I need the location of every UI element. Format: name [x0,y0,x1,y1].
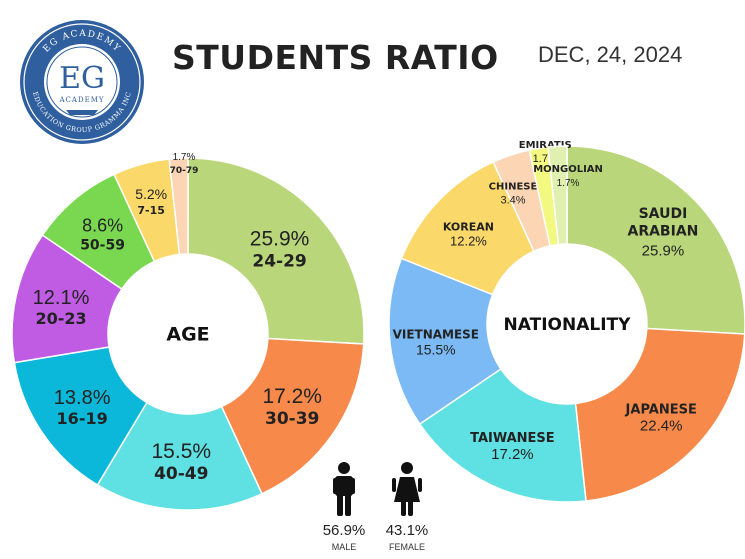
age-center-label: AGE [166,324,209,346]
nationality-pct-label: 15.5% [416,341,456,357]
nationality-slice-7 [547,145,568,246]
nationality-pct-label: 22.4% [640,418,683,435]
age-pct-label: 8.6% [82,215,123,235]
female-icon [392,462,422,516]
nationality-slice-2 [418,367,587,503]
nationality-pct-label: 3.4% [500,194,525,206]
ship-icon [66,110,98,115]
age-category-label: 24-29 [252,251,306,271]
age-category-label: 70-79 [170,166,199,176]
nationality-category-label: TAIWANESE [470,431,555,446]
age-slice-7 [168,157,189,256]
age-category-label: 16-19 [57,409,108,428]
nationality-pct-label: 12.2% [450,233,487,248]
age-pct-label: 5.2% [135,186,167,202]
nationality-center-label: NATIONALITY [504,315,632,335]
age-slice-1 [220,337,365,495]
nationality-pct-label: 17.2% [491,446,534,463]
female-label: FEMALE [388,542,425,552]
nationality-category-label: KOREAN [443,220,494,233]
age-category-label: 20-23 [35,309,86,328]
nationality-slice-1 [574,327,745,502]
male-label: MALE [331,542,357,552]
age-pct-label: 15.5% [152,440,212,463]
page-title: STUDENTS RATIO [172,38,499,77]
age-pct-label: 1.7% [173,152,196,163]
age-pct-label: 13.8% [54,387,111,409]
age-pct-label: 25.9% [250,227,310,250]
nationality-category-label: VIETNAMESE [393,327,479,341]
nationality-category-label: SAUDI ARABIAN [627,206,698,240]
nationality-category-label: MONGOLIAN [533,164,603,175]
nationality-pct-label: 1.7% [557,178,580,189]
logo-academy: ACADEMY [59,96,105,104]
nationality-category-label: JAPANESE [625,403,697,418]
age-category-label: 7-15 [137,204,165,217]
nationality-pct-label: 25.9% [642,243,685,260]
male-percentage: 56.9% [322,522,366,539]
eg-academy-logo: EG ACADEMY EDUCATION GROUP GRAMMA INC EG… [20,20,144,144]
age-category-label: 30-39 [265,409,319,429]
nationality-slice-3 [388,257,502,426]
age-category-label: 40-49 [154,464,208,484]
nationality-category-label: CHINESE [489,181,538,192]
age-slice-2 [96,401,263,511]
age-slice-0 [187,157,365,345]
male-icon [333,462,355,516]
nationality-slice-0 [566,145,745,335]
logo-initials: EG [59,61,105,96]
female-percentage: 43.1% [385,522,429,539]
age-pct-label: 12.1% [33,287,90,309]
age-pct-label: 17.2% [262,385,322,408]
age-category-label: 50-59 [80,237,125,253]
nationality-category-label: EMIRATIS [519,140,572,151]
report-date: DEC, 24, 2024 [538,42,683,67]
